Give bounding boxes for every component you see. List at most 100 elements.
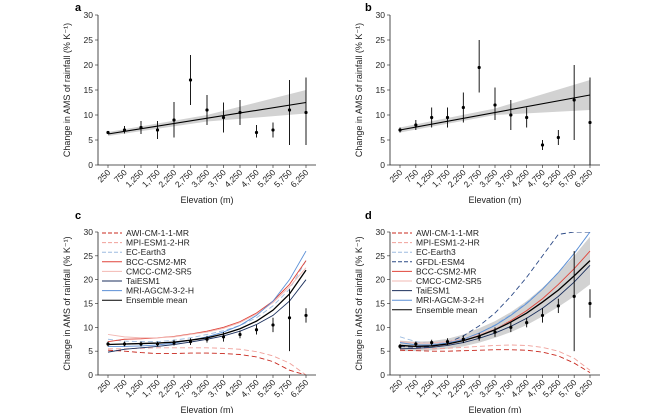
data-point [238, 332, 242, 337]
data-point [287, 108, 292, 112]
y-tick-label: 30 [376, 227, 386, 237]
x-tick-label: 250 [387, 167, 404, 184]
data-point [556, 304, 560, 308]
data-point [477, 65, 481, 70]
plot-area [106, 55, 308, 145]
series-line-4 [107, 267, 307, 339]
legend: AWI-CM-1-1-MRMPI-ESM1-2-HREC-Earth3GFDL-… [392, 228, 484, 315]
x-tick-label: 6,250 [288, 167, 310, 189]
legend-label: BCC-CSM2-MR [416, 266, 476, 276]
legend-label: MRI-AGCM-3-2-H [126, 286, 194, 296]
data-point [139, 342, 143, 346]
data-point [205, 337, 209, 341]
panel-d: d0510152025302507501,2501,7502,2502,7503… [354, 210, 600, 413]
data-point [398, 344, 402, 348]
x-tick-label: 250 [95, 167, 112, 184]
data-point [525, 115, 529, 120]
plot-area [398, 40, 592, 165]
legend-label: MPI-ESM1-2-HR [416, 238, 480, 248]
y-tick-label: 15 [376, 85, 386, 95]
panel-label: a [75, 2, 82, 14]
data-point [304, 313, 308, 318]
y-tick-label: 0 [380, 370, 385, 380]
data-point [238, 110, 242, 115]
plot-area [398, 232, 592, 374]
data-point [572, 294, 576, 298]
x-tick-label: 250 [95, 377, 112, 394]
data-point [122, 342, 127, 346]
data-point [540, 313, 545, 318]
y-axis-label: Change in AMS of rainfall (% K⁻¹) [354, 236, 364, 370]
x-axis-label: Elevation (m) [180, 195, 233, 205]
data-point [271, 323, 275, 327]
x-tick-label: 6,250 [288, 377, 310, 399]
plot-area [106, 250, 308, 375]
x-axis-label: Elevation (m) [180, 405, 233, 413]
x-tick-label: 250 [387, 377, 404, 394]
data-point [414, 123, 418, 127]
data-point [572, 98, 576, 102]
data-point [139, 125, 143, 130]
legend-label: GFDL-ESM4 [416, 257, 465, 267]
data-point [414, 342, 418, 346]
series-line-1 [108, 347, 307, 375]
data-point [304, 110, 308, 115]
data-point [254, 328, 259, 332]
y-axis-label: Change in AMS of rainfall (% K⁻¹) [62, 23, 72, 157]
y-tick-label: 15 [84, 299, 94, 309]
legend-label: TaiESM1 [416, 286, 450, 296]
y-tick-label: 15 [84, 85, 94, 95]
panel-label: b [365, 2, 372, 14]
y-tick-label: 10 [376, 322, 386, 332]
data-point [398, 128, 402, 132]
legend-label: AWI-CM-1-1-MR [126, 228, 189, 238]
y-tick-label: 30 [84, 227, 94, 237]
y-axis-label: Change in AMS of rainfall (% K⁻¹) [354, 23, 364, 157]
legend-label: CMCC-CM2-SR5 [416, 276, 482, 286]
data-point [221, 335, 226, 339]
y-tick-label: 20 [376, 60, 386, 70]
data-point [525, 320, 529, 325]
y-tick-label: 20 [84, 275, 94, 285]
y-tick-label: 20 [376, 275, 386, 285]
y-tick-label: 25 [84, 251, 94, 261]
x-tick-label: 6,250 [572, 167, 594, 189]
panel-label: d [365, 210, 372, 222]
axis-frame [97, 15, 316, 166]
y-tick-label: 0 [380, 160, 385, 170]
series-line-0 [399, 349, 591, 374]
data-point [188, 340, 193, 344]
data-point [106, 130, 110, 135]
y-tick-label: 15 [376, 299, 386, 309]
y-tick-label: 25 [84, 35, 94, 45]
y-tick-label: 10 [376, 110, 386, 120]
data-point [122, 128, 127, 132]
y-tick-label: 10 [84, 322, 94, 332]
legend-label: Ensemble mean [126, 295, 188, 305]
y-tick-label: 10 [84, 110, 94, 120]
data-point [509, 325, 513, 329]
y-tick-label: 25 [376, 35, 386, 45]
data-point [540, 143, 545, 147]
x-axis-label: Elevation (m) [468, 195, 521, 205]
y-tick-label: 0 [88, 370, 93, 380]
legend-label: CMCC-CM2-SR5 [126, 266, 192, 276]
data-point [588, 301, 592, 306]
legend-label: Ensemble mean [416, 305, 478, 315]
legend-label: EC-Earth3 [126, 247, 166, 257]
data-point [155, 128, 160, 132]
legend-label: EC-Earth3 [416, 247, 456, 257]
y-tick-label: 5 [380, 346, 385, 356]
data-point [493, 103, 497, 107]
y-axis-label: Change in AMS of rainfall (% K⁻¹) [62, 236, 72, 370]
data-point [477, 335, 481, 339]
legend-label: MPI-ESM1-2-HR [126, 238, 190, 248]
y-tick-label: 0 [88, 160, 93, 170]
x-axis-label: Elevation (m) [468, 405, 521, 413]
legend-label: TaiESM1 [126, 276, 160, 286]
data-point [509, 113, 513, 117]
data-point [445, 340, 450, 344]
panel-b: b0510152025302507501,2501,7502,2502,7503… [354, 2, 600, 205]
